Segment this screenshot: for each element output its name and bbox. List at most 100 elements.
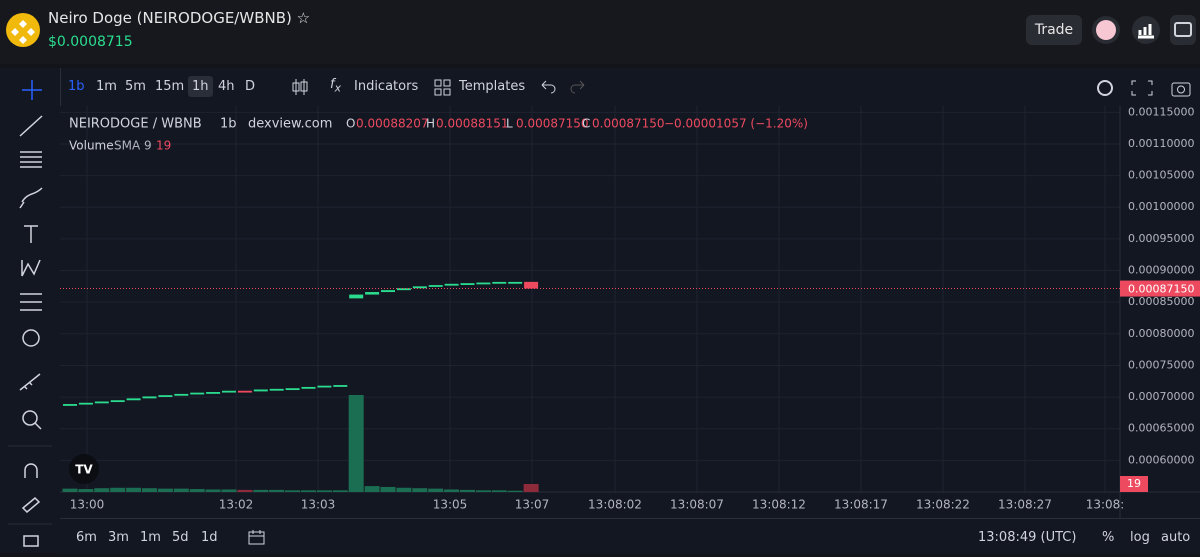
volume-bar <box>62 488 78 492</box>
y-tick-label: 0.00060000 <box>1128 453 1194 466</box>
volume-bar <box>412 488 428 492</box>
interval-button[interactable]: 1b <box>68 79 85 94</box>
volume-bar <box>507 490 523 492</box>
volume-bar <box>237 489 253 492</box>
x-tick-label: 13:08:27 <box>998 498 1052 512</box>
volume-bar <box>94 488 110 492</box>
indicators-button[interactable]: Indicators <box>354 79 419 94</box>
volume-bar <box>460 489 475 492</box>
candle-body <box>110 400 125 403</box>
date-range-icon[interactable] <box>248 529 266 545</box>
header: Neiro Doge (NEIRODOGE/WBNB) ☆ $0.0008715… <box>0 0 1200 64</box>
candle-body <box>253 389 268 392</box>
candle-body <box>476 282 491 285</box>
header-icons[interactable] <box>1092 15 1196 45</box>
range-button[interactable]: 5d <box>172 530 189 545</box>
ohlc-label: O <box>346 117 355 131</box>
interval-button[interactable]: 5m <box>125 79 146 94</box>
legend-symbol: NEIRODOGE / WBNB <box>69 117 202 132</box>
clock: 13:08:49 (UTC) <box>978 530 1077 545</box>
last-price-label: 0.00087150 <box>1128 283 1194 296</box>
candle-body <box>222 390 236 393</box>
volume-bar <box>475 490 491 492</box>
range-button[interactable]: 1m <box>140 530 161 545</box>
candle-type-icon[interactable] <box>290 77 310 97</box>
range-button[interactable]: 1d <box>201 530 218 545</box>
candle-body <box>365 292 380 295</box>
ohlc-label: L <box>506 117 513 131</box>
x-tick-label: 13:02 <box>219 498 254 512</box>
candle-body <box>492 281 507 284</box>
y-tick-label: 0.00080000 <box>1128 327 1194 340</box>
interval-button[interactable]: 15m <box>155 79 185 94</box>
volume-bar <box>253 489 269 492</box>
volume-bar <box>491 490 507 492</box>
candle-body <box>174 393 189 396</box>
x-tick-label: 13:08:02 <box>588 498 642 512</box>
volume-bar <box>428 488 444 492</box>
sma-value: 19 <box>156 139 171 153</box>
volume-bar <box>348 395 364 492</box>
indicators-icon: fx <box>330 77 341 95</box>
volume-bar <box>269 489 285 492</box>
volume-bar <box>205 489 221 492</box>
candle-body <box>349 294 364 299</box>
interval-button[interactable]: 4h <box>218 79 235 94</box>
svg-text:TV: TV <box>75 463 93 477</box>
y-tick-label: 0.00115000 <box>1128 106 1194 118</box>
trade-button[interactable]: Trade <box>1026 15 1082 45</box>
undo-redo[interactable] <box>538 79 588 95</box>
x-tick-label: 13:00 <box>70 498 105 512</box>
interval-button[interactable]: 1h <box>188 76 213 97</box>
x-tick-label: 13:08:07 <box>670 498 724 512</box>
candle-body <box>158 395 173 397</box>
x-tick-label: 13:05 <box>433 498 468 512</box>
candle-body <box>444 283 459 286</box>
interval-button[interactable]: D <box>245 79 256 94</box>
volume-bar <box>78 489 94 492</box>
auto-toggle[interactable]: auto <box>1161 530 1191 545</box>
volume-label: 19 <box>1127 477 1141 490</box>
candle-body <box>508 281 523 284</box>
volume-label: Volume <box>69 139 114 153</box>
change-value: −0.00001057 (−1.20%) <box>664 117 808 131</box>
volume-bar <box>126 487 142 492</box>
range-button[interactable]: 3m <box>108 530 129 545</box>
percent-toggle[interactable]: % <box>1102 530 1115 545</box>
y-tick-label: 0.00105000 <box>1128 169 1194 182</box>
y-tick-label: 0.00090000 <box>1128 264 1194 277</box>
token-icon <box>6 13 40 47</box>
candle-body <box>396 288 411 291</box>
candle-body <box>317 385 332 388</box>
candle-body <box>428 285 443 287</box>
candle-body <box>333 385 348 387</box>
volume-bar <box>110 487 126 492</box>
drawing-tools[interactable] <box>0 68 60 553</box>
x-tick-label: 13:07 <box>515 498 550 512</box>
y-tick-label: 0.00065000 <box>1128 422 1194 435</box>
templates-button[interactable]: Templates <box>459 79 526 94</box>
grid <box>60 106 1120 492</box>
y-tick-label: 0.00100000 <box>1128 200 1194 213</box>
volume-bar <box>316 490 332 492</box>
volume-bar <box>380 486 396 492</box>
bottom-bar: 6m 3m 1m 5d 1d 13:08:49 (UTC) % log auto <box>60 518 1200 554</box>
ohlc-value: 0.00088207 <box>356 117 429 131</box>
candle-body <box>237 390 252 393</box>
tv-logo: TV <box>69 454 99 484</box>
ohlc-value: 0.00088151 <box>436 117 509 131</box>
pair-title: Neiro Doge (NEIRODOGE/WBNB) ☆ <box>48 9 311 27</box>
ohlc-label: H <box>426 117 435 131</box>
templates-icon <box>434 79 451 96</box>
candle-body <box>524 281 539 289</box>
settings-icons[interactable] <box>1094 77 1200 99</box>
legend-interval: 1b <box>220 117 237 132</box>
x-tick-label: 13:08:17 <box>834 498 888 512</box>
log-toggle[interactable]: log <box>1130 530 1150 545</box>
top-toolbar: 1b 1m 5m 15m 1h 4h D fx Indicators Templates <box>60 68 1200 107</box>
range-button[interactable]: 6m <box>76 530 97 545</box>
candle-body <box>78 402 93 405</box>
interval-button[interactable]: 1m <box>96 79 117 94</box>
sma-label: SMA 9 <box>114 139 152 153</box>
volume-bar <box>142 488 157 492</box>
